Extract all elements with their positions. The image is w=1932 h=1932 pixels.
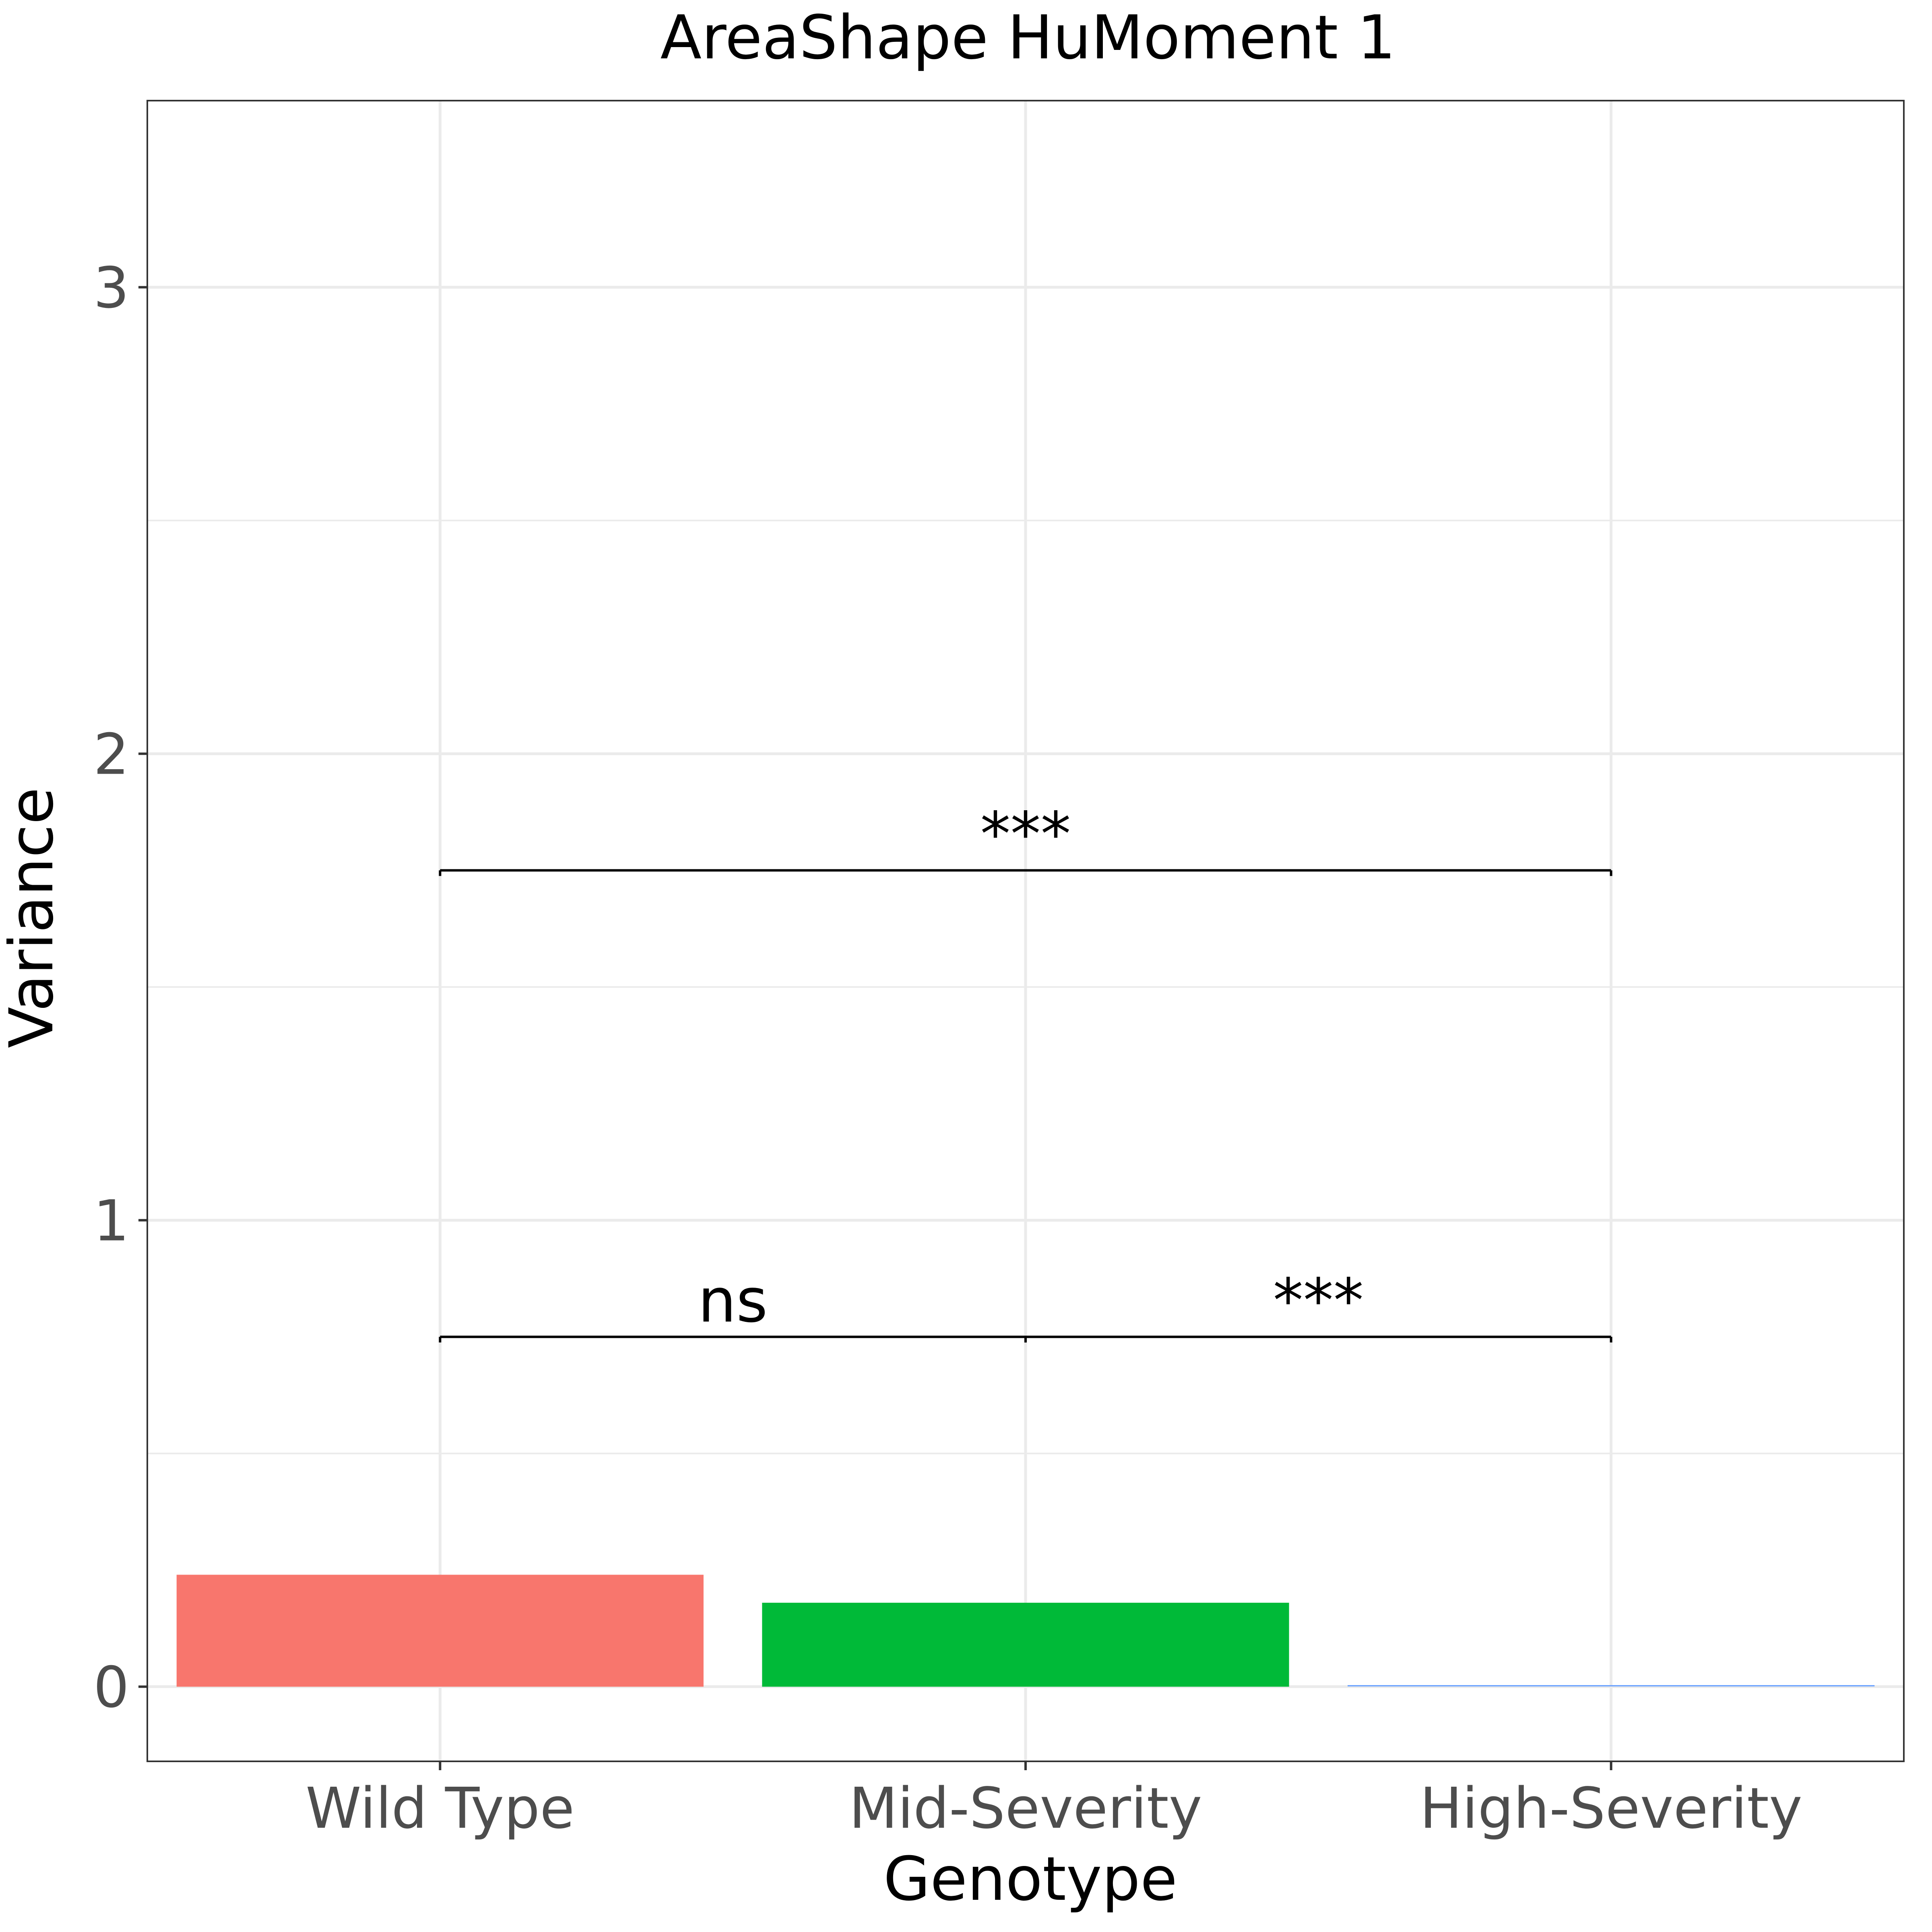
significance-annotations: ns *** ***: [439, 799, 1612, 1343]
significance-label: ns: [698, 1266, 768, 1336]
x-axis: Wild Type Mid-Severity High-Severity: [305, 1761, 1802, 1841]
y-tick-label: 2: [93, 722, 129, 788]
x-tick-label: Mid-Severity: [849, 1776, 1202, 1841]
y-tick-label: 0: [93, 1655, 129, 1721]
y-tick-label: 3: [93, 256, 129, 321]
significance-bracket: ns: [439, 1266, 1027, 1343]
y-axis: 0 1 2 3: [93, 256, 147, 1721]
bar-mid-severity: [762, 1602, 1289, 1687]
y-tick-label: 1: [93, 1189, 129, 1254]
x-axis-title: Genotype: [883, 1844, 1177, 1914]
significance-bracket: ***: [439, 799, 1612, 876]
grid: [147, 101, 1904, 1761]
significance-label: ***: [1273, 1266, 1364, 1336]
bar-wild-type: [176, 1575, 704, 1687]
chart-title: AreaShape HuMoment 1: [660, 3, 1395, 73]
x-tick-label: High-Severity: [1420, 1776, 1802, 1841]
x-tick-label: Wild Type: [305, 1776, 574, 1841]
bars: [176, 1575, 1875, 1687]
bar-high-severity: [1348, 1685, 1875, 1686]
significance-bracket: ***: [1024, 1266, 1612, 1343]
significance-label: ***: [980, 799, 1071, 869]
y-axis-title: Variance: [0, 787, 67, 1048]
